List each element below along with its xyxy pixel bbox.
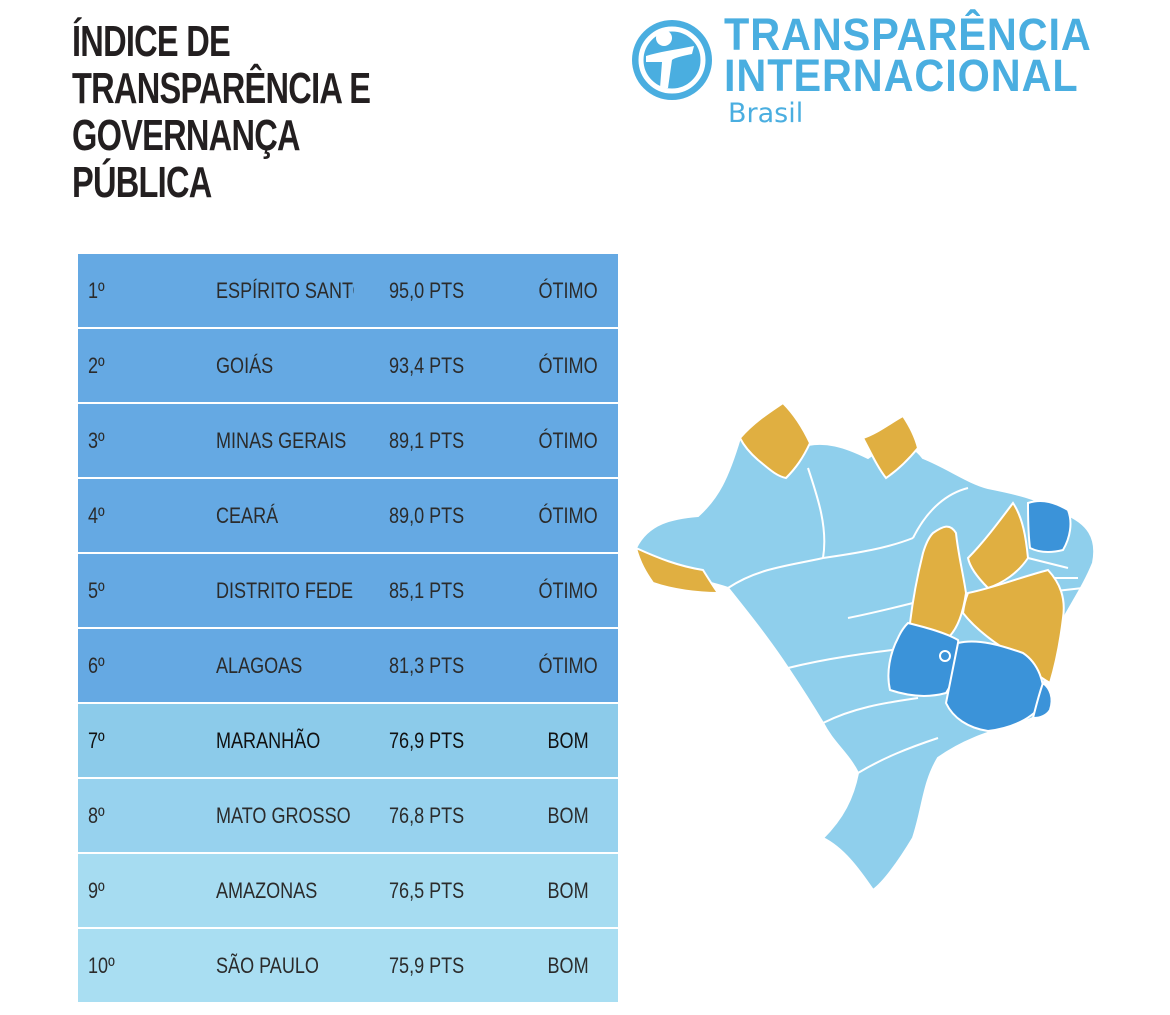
logo-wordmark: TRANSPARÊNCIA INTERNACIONAL [724, 9, 1092, 101]
title-line: TRANSPARÊNCIA E [72, 64, 371, 113]
rank-cell: 9º [88, 878, 105, 903]
state-cell: GOIÁS [216, 353, 274, 378]
transparencia-internacional-logo: TRANSPARÊNCIA INTERNACIONAL Brasil [628, 12, 1091, 134]
state-cell: ESPÍRITO SANTO [216, 278, 354, 303]
state-cell: CEARÁ [216, 503, 279, 528]
map-state-goias [887, 621, 960, 697]
score-cell: 85,1 PTS [389, 578, 465, 603]
status-cell: ÓTIMO [538, 278, 598, 303]
status-cell: ÓTIMO [538, 428, 598, 453]
logo-line-1: TRANSPARÊNCIA [724, 9, 1092, 60]
table-row: 3º MINAS GERAIS 89,1 PTS ÓTIMO [78, 404, 618, 477]
score-cell: 95,0 PTS [389, 278, 465, 303]
score-cell: 89,0 PTS [389, 503, 465, 528]
logo-figure-icon [632, 20, 712, 100]
score-cell: 76,9 PTS [389, 728, 465, 753]
rank-cell: 7º [88, 728, 105, 753]
map-state-acre [634, 546, 720, 595]
table-row: 2º GOIÁS 93,4 PTS ÓTIMO [78, 329, 618, 402]
state-cell: ALAGOAS [216, 653, 303, 678]
status-cell: ÓTIMO [538, 653, 598, 678]
score-cell: 89,1 PTS [389, 428, 465, 453]
ranking-table: 1º ESPÍRITO SANTO 95,0 PTS ÓTIMO 2º GOIÁ… [78, 254, 618, 1004]
title-line: ÍNDICE DE [72, 17, 231, 66]
map-state-bahia [961, 568, 1065, 685]
status-cell: ÓTIMO [538, 503, 598, 528]
status-cell: ÓTIMO [538, 578, 598, 603]
state-cell: MATO GROSSO DO SUL [216, 803, 354, 828]
table-row: 7º MARANHÃO 76,9 PTS BOM [78, 704, 618, 777]
state-cell: AMAZONAS [216, 878, 318, 903]
status-cell: BOM [547, 728, 589, 753]
table-row: 9º AMAZONAS 76,5 PTS BOM [78, 854, 618, 927]
map-state-minas-gerais [944, 640, 1045, 733]
table-row: 1º ESPÍRITO SANTO 95,0 PTS ÓTIMO [78, 254, 618, 327]
score-cell: 75,9 PTS [389, 953, 465, 978]
logo-subtitle: Brasil [728, 98, 804, 129]
table-row: 4º CEARÁ 89,0 PTS ÓTIMO [78, 479, 618, 552]
map-state-espirito-santo [1031, 681, 1053, 720]
state-cell: MINAS GERAIS [216, 428, 347, 453]
rank-cell: 8º [88, 803, 105, 828]
score-cell: 76,8 PTS [389, 803, 465, 828]
rank-cell: 2º [88, 353, 105, 378]
rank-cell: 6º [88, 653, 105, 678]
score-cell: 93,4 PTS [389, 353, 465, 378]
map-state-roraima [738, 401, 812, 480]
title-line: PÚBLICA [72, 158, 212, 207]
table-row: 8º MATO GROSSO DO SUL 76,8 PTS BOM [78, 779, 618, 852]
title-line: GOVERNANÇA [72, 111, 301, 160]
state-cell: DISTRITO FEDERAL [216, 578, 354, 603]
map-state-ceara [1026, 500, 1072, 554]
rank-cell: 1º [88, 278, 105, 303]
state-cell: SÃO PAULO [216, 953, 319, 978]
score-cell: 81,3 PTS [389, 653, 465, 678]
rank-cell: 4º [88, 503, 105, 528]
page-title: ÍNDICE DE TRANSPARÊNCIA E GOVERNANÇA PÚB… [72, 17, 371, 207]
table-row: 5º DISTRITO FEDERAL 85,1 PTS ÓTIMO [78, 554, 618, 627]
logo-line-2: INTERNACIONAL [724, 50, 1079, 101]
rank-cell: 5º [88, 578, 105, 603]
map-state-amapa [861, 414, 920, 480]
status-cell: BOM [547, 953, 589, 978]
table-row: 6º ALAGOAS 81,3 PTS ÓTIMO [78, 629, 618, 702]
rank-cell: 3º [88, 428, 105, 453]
status-cell: ÓTIMO [538, 353, 598, 378]
table-row: 10º SÃO PAULO 75,9 PTS BOM [78, 929, 618, 1002]
map-state-distrito-federal [939, 650, 951, 662]
brazil-map [634, 401, 1096, 892]
status-cell: BOM [547, 803, 589, 828]
status-cell: BOM [547, 878, 589, 903]
score-cell: 76,5 PTS [389, 878, 465, 903]
rank-cell: 10º [88, 953, 115, 978]
state-cell: MARANHÃO [216, 728, 321, 753]
